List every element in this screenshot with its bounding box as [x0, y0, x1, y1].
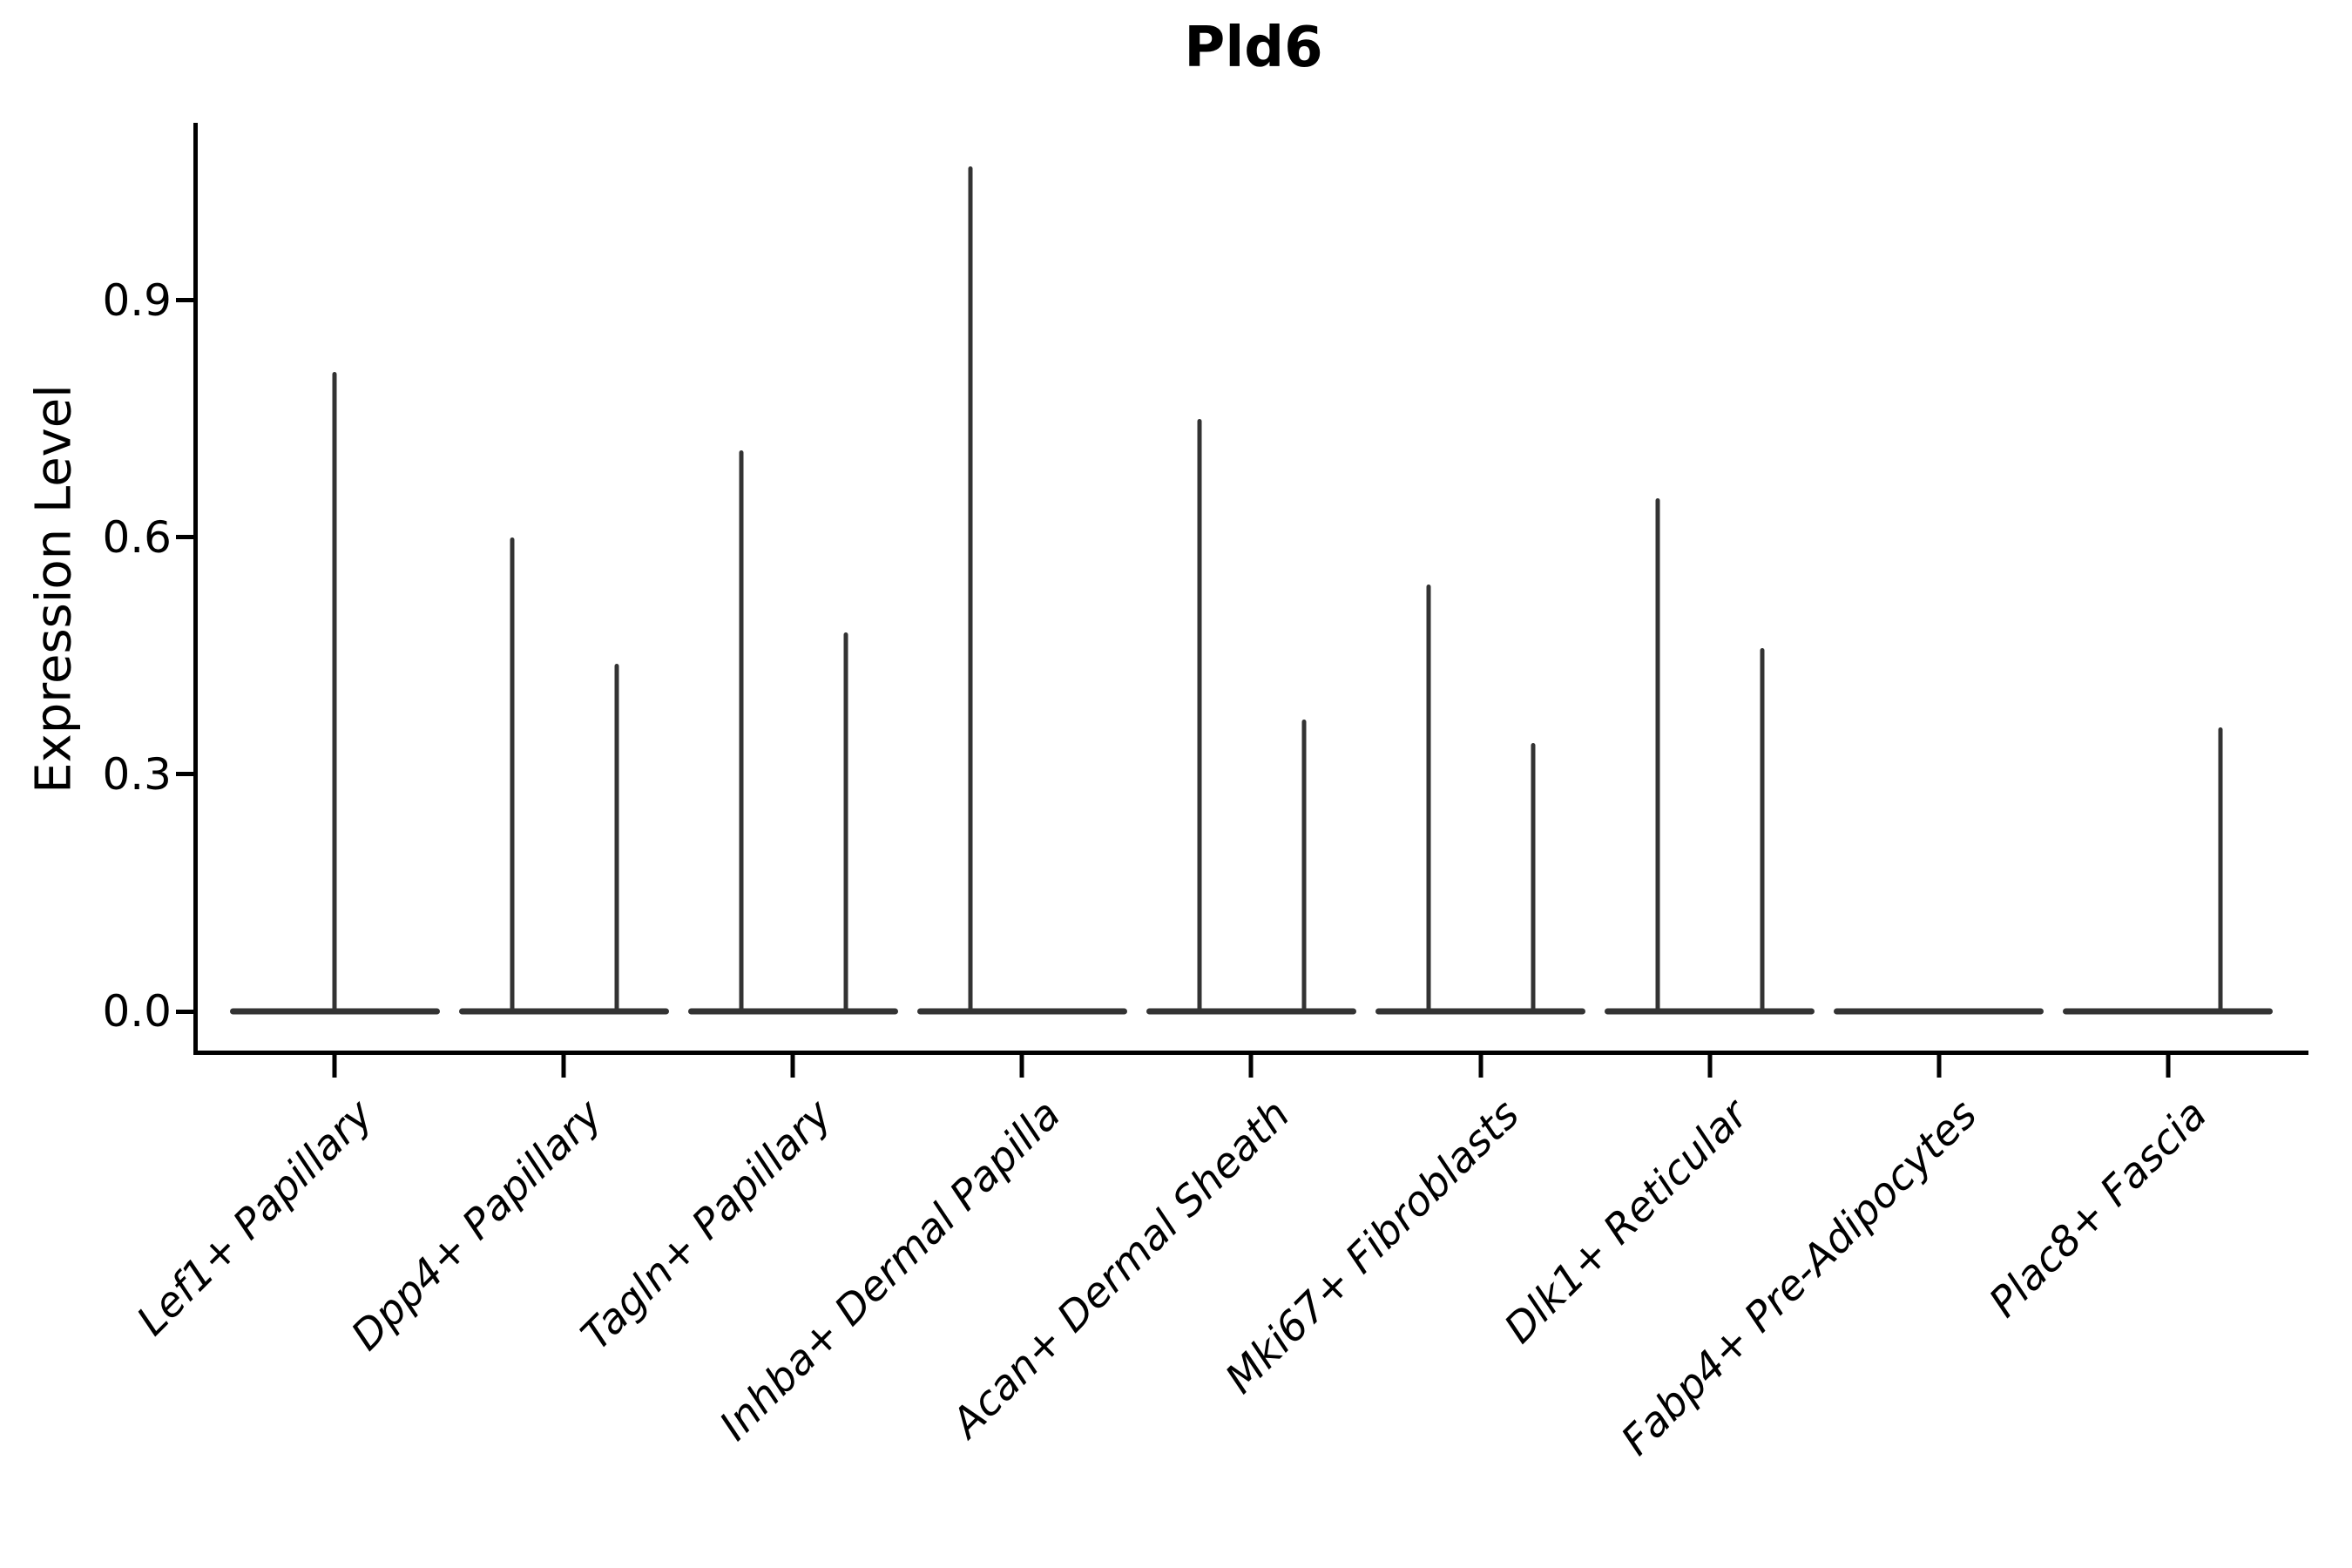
y-tick-mark: [176, 1009, 193, 1014]
x-axis-line: [193, 1051, 2308, 1055]
y-tick-mark: [176, 535, 193, 540]
y-axis-label: Expression Level: [25, 384, 83, 794]
y-axis-line: [193, 123, 198, 1055]
violin-spike: [739, 450, 744, 1011]
x-tick-mark: [1478, 1055, 1484, 1078]
x-tick-mark: [561, 1055, 566, 1078]
violin-spike: [332, 371, 337, 1011]
violin-baseline: [229, 1008, 440, 1015]
x-category-label: Dpp4+ Papillary: [341, 1091, 612, 1361]
violin-baseline: [1834, 1008, 2044, 1015]
x-category-label: Dlk1+ Reticular: [1495, 1091, 1758, 1353]
violin-spike: [843, 632, 848, 1011]
x-category-label: Plac8+ Fascia: [1979, 1091, 2216, 1328]
y-tick-label: 0.3: [102, 748, 172, 800]
x-tick-mark: [2166, 1055, 2171, 1078]
violin-spike: [968, 166, 973, 1011]
violin-spike: [510, 537, 515, 1011]
violin-baseline: [687, 1008, 898, 1015]
violin-baseline: [1375, 1008, 1586, 1015]
x-tick-mark: [1707, 1055, 1713, 1078]
x-tick-mark: [1936, 1055, 1942, 1078]
violin-baseline: [2063, 1008, 2274, 1015]
violin-spike: [1655, 497, 1660, 1011]
x-category-label: Lef1+ Papillary: [127, 1091, 382, 1346]
violin-spike: [2218, 727, 2223, 1011]
x-tick-mark: [1019, 1055, 1024, 1078]
x-tick-mark: [332, 1055, 337, 1078]
violin-spike: [1426, 585, 1431, 1011]
violin-spike: [1301, 719, 1307, 1011]
chart-title: Pld6: [1184, 16, 1323, 80]
violin-baseline: [458, 1008, 669, 1015]
x-category-label: Tagln+ Papillary: [571, 1091, 841, 1360]
violin-baseline: [1605, 1008, 1815, 1015]
violin-baseline: [916, 1008, 1127, 1015]
violin-baseline: [1146, 1008, 1356, 1015]
violin-spike: [1197, 418, 1202, 1011]
y-tick-label: 0.9: [102, 274, 172, 326]
y-tick-label: 0.6: [102, 511, 172, 563]
y-tick-mark: [176, 772, 193, 777]
x-tick-mark: [1248, 1055, 1254, 1078]
x-tick-mark: [790, 1055, 795, 1078]
y-tick-label: 0.0: [102, 986, 172, 1037]
violin-spike: [614, 664, 619, 1011]
violin-spike: [1531, 742, 1536, 1011]
y-tick-mark: [176, 298, 193, 303]
violin-spike: [1760, 647, 1765, 1011]
